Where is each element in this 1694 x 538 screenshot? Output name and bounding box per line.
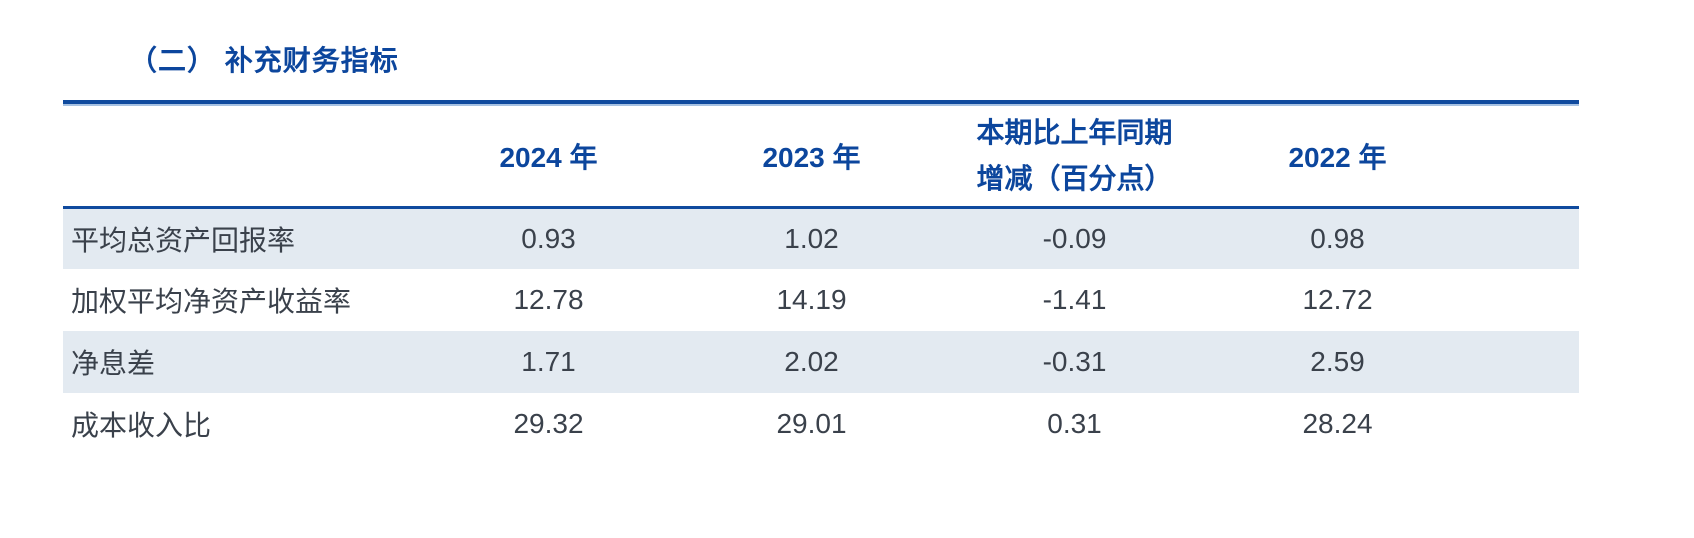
header-change-line2: 增减（百分点） — [976, 162, 1173, 194]
section-title: （二） 补充财务指标 — [129, 45, 399, 76]
table-top-border-accent — [63, 104, 1579, 106]
financial-indicators-table: 2024 年 2023 年 本期比上年同期 增减（百分点） 2022 年 平均总… — [63, 100, 1579, 455]
cell-2022: 12.72 — [1302, 284, 1373, 315]
header-change-line1: 本期比上年同期 — [976, 116, 1173, 148]
table-row: 成本收入比 29.32 29.01 0.31 28.24 — [63, 393, 1579, 455]
cell-2024: 1.71 — [521, 346, 576, 377]
header-2022: 2022 年 — [1206, 106, 1469, 209]
header-2024: 2024 年 — [417, 106, 680, 209]
cell-change: -0.09 — [1042, 222, 1107, 254]
table-row: 净息差 1.71 2.02 -0.31 2.59 — [63, 331, 1579, 393]
cell-change: -0.31 — [1042, 346, 1107, 377]
cell-indicator: 平均总资产回报率 — [71, 224, 296, 256]
cell-filler — [1469, 207, 1579, 269]
header-change: 本期比上年同期 增减（百分点） — [943, 106, 1206, 209]
table-row: 平均总资产回报率 0.93 1.02 -0.09 0.98 — [63, 207, 1579, 269]
table: 2024 年 2023 年 本期比上年同期 增减（百分点） 2022 年 平均总… — [63, 106, 1579, 455]
header-change-label: 本期比上年同期 增减（百分点） — [976, 110, 1172, 202]
cell-2023: 2.02 — [784, 346, 839, 377]
cell-2022: 0.98 — [1310, 222, 1365, 254]
cell-filler — [1469, 393, 1579, 455]
cell-2024: 12.78 — [513, 284, 584, 315]
cell-change: 0.31 — [1047, 408, 1102, 439]
cell-change: -1.41 — [1042, 284, 1107, 315]
cell-filler — [1469, 331, 1579, 393]
header-filler — [1469, 106, 1579, 209]
cell-indicator: 净息差 — [71, 348, 156, 379]
table-top-border — [63, 100, 1579, 104]
cell-2022: 2.59 — [1310, 346, 1365, 377]
table-header-row: 2024 年 2023 年 本期比上年同期 增减（百分点） 2022 年 — [63, 106, 1579, 209]
table-row: 加权平均净资产收益率 12.78 14.19 -1.41 12.72 — [63, 269, 1579, 331]
header-2023: 2023 年 — [680, 106, 943, 209]
cell-2023: 29.01 — [776, 408, 847, 439]
cell-2023: 1.02 — [784, 222, 839, 254]
cell-2024: 29.32 — [513, 408, 584, 439]
cell-2023: 14.19 — [776, 284, 847, 315]
cell-filler — [1469, 269, 1579, 331]
cell-2022: 28.24 — [1302, 408, 1373, 439]
cell-indicator: 加权平均净资产收益率 — [71, 286, 352, 317]
header-indicator — [63, 106, 417, 209]
cell-2024: 0.93 — [521, 222, 576, 254]
cell-indicator: 成本收入比 — [71, 410, 212, 441]
